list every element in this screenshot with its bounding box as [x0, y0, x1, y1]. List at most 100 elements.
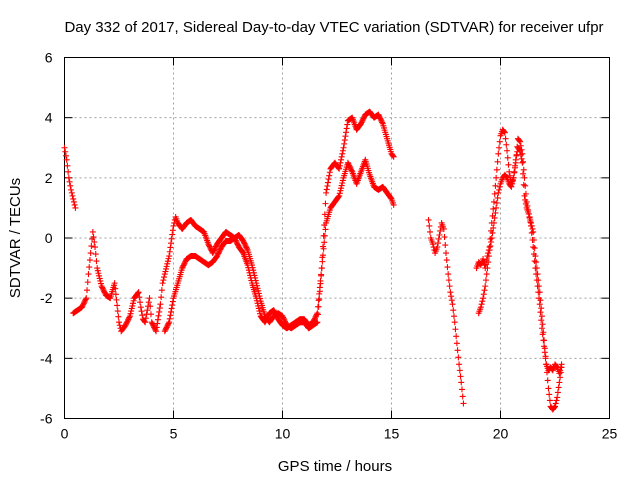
- data-point: [447, 289, 454, 296]
- data-point: [257, 295, 264, 302]
- data-point: [318, 265, 325, 272]
- data-point: [481, 287, 488, 294]
- data-point: [124, 318, 131, 325]
- data-point: [482, 277, 489, 284]
- data-point: [254, 285, 261, 292]
- data-point: [319, 252, 326, 259]
- data-point: [256, 308, 263, 315]
- data-point: [437, 227, 444, 234]
- data-point: [557, 369, 564, 376]
- data-point: [322, 226, 329, 233]
- data-point: [449, 301, 456, 308]
- data-point: [98, 283, 105, 290]
- data-point: [114, 308, 121, 315]
- data-point: [253, 280, 260, 287]
- data-point: [142, 319, 149, 326]
- data-point: [240, 238, 247, 245]
- data-point: [146, 295, 153, 302]
- data-point: [377, 115, 384, 122]
- data-point: [517, 138, 524, 145]
- data-point: [504, 147, 511, 154]
- data-point: [99, 285, 106, 292]
- data-point: [168, 308, 175, 315]
- data-point: [488, 239, 495, 246]
- data-point: [443, 257, 450, 264]
- data-point: [535, 277, 542, 284]
- data-point: [79, 302, 86, 309]
- data-point: [490, 224, 497, 231]
- data-point: [338, 185, 345, 192]
- data-point: [516, 146, 523, 153]
- y-tick-label: 2: [45, 170, 53, 186]
- data-point: [434, 244, 441, 251]
- data-point: [538, 325, 545, 332]
- data-point: [453, 340, 460, 347]
- data-point: [343, 129, 350, 136]
- data-point: [125, 315, 132, 322]
- data-point: [136, 294, 143, 301]
- data-point: [317, 280, 324, 287]
- data-point: [346, 163, 353, 170]
- data-point: [66, 178, 73, 185]
- data-point: [62, 148, 69, 155]
- data-point: [520, 158, 527, 165]
- data-point: [149, 321, 156, 328]
- data-point: [86, 264, 93, 271]
- data-point: [509, 177, 516, 184]
- data-point: [241, 240, 248, 247]
- data-point: [179, 263, 186, 270]
- data-point: [477, 304, 484, 311]
- data-point: [84, 279, 91, 286]
- data-point: [538, 317, 545, 324]
- data-point: [494, 194, 501, 201]
- data-point: [67, 182, 74, 189]
- x-tick-label: 5: [170, 426, 178, 442]
- data-point: [348, 166, 355, 173]
- data-point: [217, 246, 224, 253]
- data-point: [495, 189, 502, 196]
- data-point: [216, 247, 223, 254]
- data-point: [484, 265, 491, 272]
- data-point: [96, 272, 103, 279]
- data-point: [538, 305, 545, 312]
- data-point: [436, 231, 443, 238]
- data-point: [315, 297, 322, 304]
- y-tick-label: -6: [40, 411, 53, 427]
- data-point: [534, 271, 541, 278]
- data-point: [97, 280, 104, 287]
- data-point: [145, 299, 152, 306]
- data-point: [378, 118, 385, 125]
- data-point: [491, 190, 498, 197]
- data-point: [95, 270, 102, 277]
- data-point: [114, 302, 121, 309]
- data-point: [553, 397, 560, 404]
- y-axis-label: SDTVAR / TECUs: [7, 178, 24, 298]
- data-point: [168, 305, 175, 312]
- data-point: [158, 294, 165, 301]
- data-point: [65, 168, 72, 175]
- data-point: [169, 227, 176, 234]
- data-point: [116, 319, 122, 326]
- data-point: [68, 189, 75, 196]
- data-point: [526, 213, 533, 220]
- data-point: [337, 159, 344, 166]
- data-point: [212, 244, 219, 251]
- y-tick-label: -2: [40, 290, 53, 306]
- data-point: [250, 267, 257, 274]
- data-point: [441, 233, 448, 240]
- data-point: [255, 287, 262, 294]
- data-point: [161, 328, 168, 335]
- data-point: [166, 253, 173, 260]
- data-point: [522, 200, 529, 207]
- data-point: [480, 256, 487, 263]
- data-point: [536, 283, 543, 290]
- data-point: [496, 186, 503, 193]
- data-point: [527, 216, 534, 223]
- data-point: [70, 198, 77, 205]
- data-point: [242, 241, 249, 248]
- data-point: [513, 152, 520, 159]
- data-point: [556, 379, 563, 386]
- data-point: [280, 314, 287, 321]
- data-point: [519, 159, 526, 166]
- data-point: [323, 186, 330, 193]
